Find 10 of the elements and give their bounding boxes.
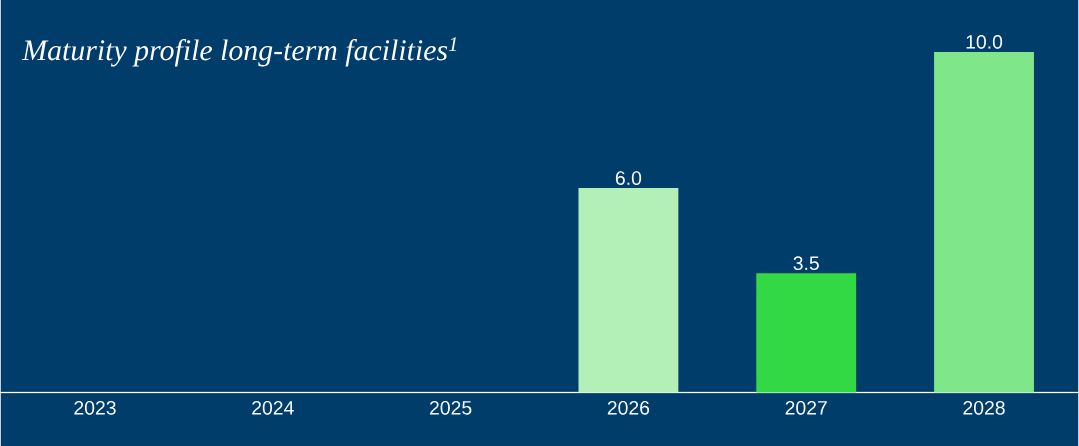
data-label: 10.0: [966, 34, 1003, 49]
x-tick-label: 2026: [607, 400, 650, 415]
data-label: 3.5: [793, 256, 819, 270]
data-label: 6.0: [615, 171, 642, 185]
x-tick-label: 2025: [430, 400, 472, 415]
x-tick-label: 2024: [252, 400, 294, 415]
x-tick-label: 2027: [785, 400, 827, 415]
chart-title: Maturity profile long-term facilities$^{1}$: [21, 37, 457, 67]
x-tick-label: 2028: [963, 400, 1005, 415]
x-tick-label: 2023: [74, 400, 116, 415]
